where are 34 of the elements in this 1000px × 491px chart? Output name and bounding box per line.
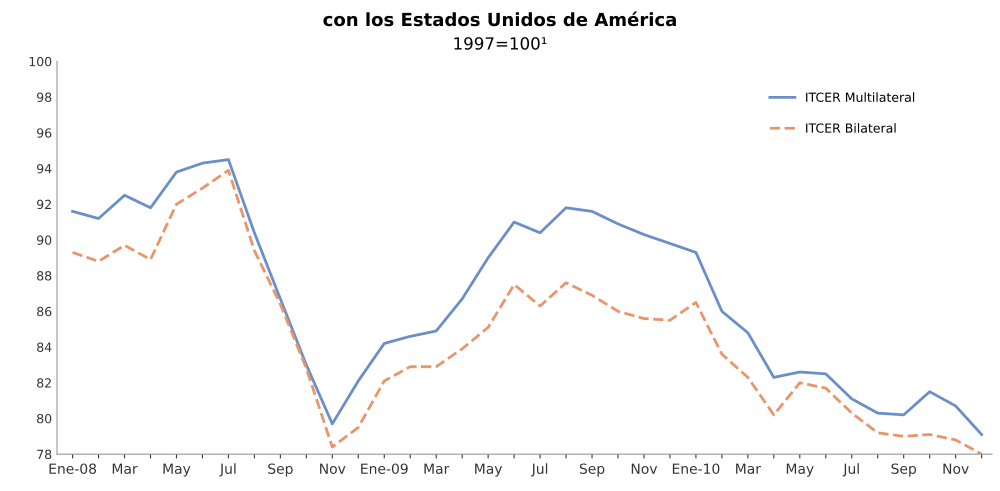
- y-tick-label: 94: [37, 164, 52, 174]
- x-tick-label: Nov: [632, 464, 658, 474]
- x-tick-label: Mar: [424, 464, 450, 474]
- y-tick-label: 92: [37, 200, 51, 210]
- x-tick-label: Nov: [320, 464, 346, 474]
- x-tick-label: Sep: [580, 463, 604, 477]
- x-tick-label: Sep: [268, 463, 293, 477]
- y-tick-label: 88: [37, 271, 52, 281]
- x-tick-label: Jul: [842, 463, 859, 477]
- y-tick-label: 82: [37, 378, 51, 388]
- x-tick-label: Sep: [892, 463, 916, 477]
- y-tick-label: 80: [37, 414, 52, 424]
- x-tick-label: Mar: [736, 464, 761, 474]
- y-tick-label: 90: [37, 235, 52, 245]
- x-tick-label: Ene-09: [361, 463, 408, 474]
- y-tick-label: 84: [37, 342, 52, 352]
- x-tick-label: Mar: [112, 464, 138, 474]
- y-tick-label: 100: [30, 56, 52, 66]
- y-tick-label: 98: [37, 92, 52, 102]
- x-tick-label: Nov: [943, 464, 969, 474]
- legend-label: ITCER Bilateral: [806, 123, 896, 133]
- legend-label: ITCER Multilateral: [806, 92, 914, 102]
- y-tick-label: 78: [37, 450, 52, 460]
- x-tick-label: Jul: [530, 463, 548, 477]
- x-tick-label: Ene-08: [50, 463, 96, 474]
- x-tick-label: Jul: [219, 463, 236, 477]
- y-tick-label: 86: [37, 306, 52, 316]
- y-tick-label: 96: [37, 128, 52, 138]
- x-tick-label: May: [475, 464, 502, 477]
- x-tick-label: May: [786, 464, 814, 477]
- chart-title: con los Estados Unidos de América: [323, 12, 676, 26]
- x-tick-label: May: [163, 464, 190, 477]
- x-tick-label: Ene-10: [672, 463, 720, 474]
- chart-subtitle: 1997=100¹: [454, 37, 547, 50]
